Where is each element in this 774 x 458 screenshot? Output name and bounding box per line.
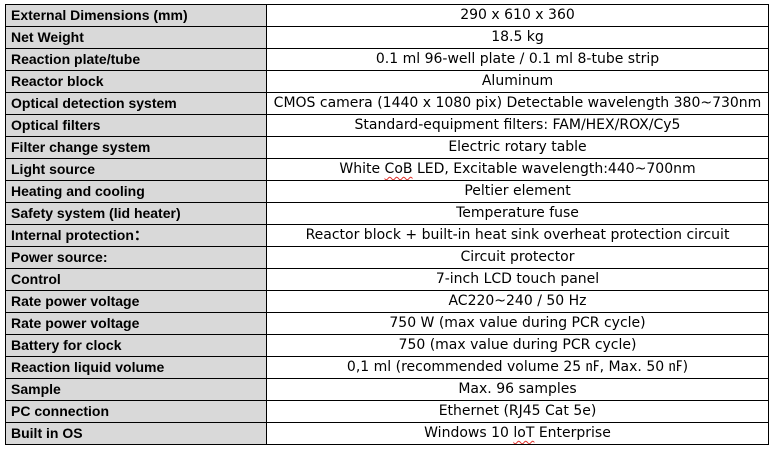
- row-label: Optical filters: [5, 114, 267, 137]
- row-value: 750 (max value during PCR cycle): [266, 334, 769, 357]
- table-row: Filter change system Electric rotary tab…: [5, 136, 769, 159]
- row-label: Reactor block: [5, 70, 267, 93]
- table-row: PC connection Ethernet (RJ45 Cat 5e): [5, 400, 769, 423]
- row-label: Optical detection system: [5, 92, 267, 115]
- row-value: 750 W (max value during PCR cycle): [266, 312, 769, 335]
- table-row: Reaction plate/tube 0.1 ml 96-well plate…: [5, 48, 769, 71]
- table-row: Built in OS Windows 10 loT Enterprise: [5, 422, 769, 445]
- table-row: Reactor block Aluminum: [5, 70, 769, 93]
- row-label: Filter change system: [5, 136, 267, 159]
- row-value: Reactor block + built-in heat sink overh…: [266, 224, 769, 247]
- row-label: Rate power voltage: [5, 290, 267, 313]
- table-row: Optical filters Standard-equipment filte…: [5, 114, 769, 137]
- value-text: White: [339, 161, 385, 177]
- row-value: Electric rotary table: [266, 136, 769, 159]
- table-row: Rate power voltage AC220~240 / 50 Hz: [5, 290, 769, 313]
- table-row: Net Weight 18.5 kg: [5, 26, 769, 49]
- table-row: Sample Max. 96 samples: [5, 378, 769, 401]
- table-row: Rate power voltage 750 W (max value duri…: [5, 312, 769, 335]
- row-value: Aluminum: [266, 70, 769, 93]
- table-row: Battery for clock 750 (max value during …: [5, 334, 769, 357]
- table-row: Optical detection system CMOS camera (14…: [5, 92, 769, 115]
- table-row: Heating and cooling Peltier element: [5, 180, 769, 203]
- row-value: Max. 96 samples: [266, 378, 769, 401]
- row-value: Ethernet (RJ45 Cat 5e): [266, 400, 769, 423]
- value-text: Enterprise: [534, 425, 611, 441]
- specifications-table: External Dimensions (mm) 290 x 610 x 360…: [5, 4, 769, 445]
- row-value: Standard-equipment filters: FAM/HEX/ROX/…: [266, 114, 769, 137]
- row-label: Internal protection：: [5, 224, 267, 247]
- row-label: Battery for clock: [5, 334, 267, 357]
- row-value: Windows 10 loT Enterprise: [266, 422, 769, 445]
- table-row: Internal protection： Reactor block + bui…: [5, 224, 769, 247]
- row-label: Heating and cooling: [5, 180, 267, 203]
- row-value: 0.1 ml 96-well plate / 0.1 ml 8-tube str…: [266, 48, 769, 71]
- row-value: 290 x 610 x 360: [266, 4, 769, 27]
- table-row: Reaction liquid volume 0,1 ml (recommend…: [5, 356, 769, 379]
- row-value: White CoB LED, Excitable wavelength:440~…: [266, 158, 769, 181]
- row-label: Net Weight: [5, 26, 267, 49]
- row-label: Reaction liquid volume: [5, 356, 267, 379]
- row-label: Power source:: [5, 246, 267, 269]
- row-label: Sample: [5, 378, 267, 401]
- row-label: Control: [5, 268, 267, 291]
- row-value: 0,1 ml (recommended volume 25 ㎋, Max. 50…: [266, 356, 769, 379]
- row-label: Light source: [5, 158, 267, 181]
- row-label: Built in OS: [5, 422, 267, 445]
- table-row: Power source: Circuit protector: [5, 246, 769, 269]
- value-text: Windows 10: [424, 425, 514, 441]
- row-value: 18.5 kg: [266, 26, 769, 49]
- table-row: Light source White CoB LED, Excitable wa…: [5, 158, 769, 181]
- row-label: External Dimensions (mm): [5, 4, 267, 27]
- row-value: AC220~240 / 50 Hz: [266, 290, 769, 313]
- spellcheck-flagged-word: CoB: [384, 161, 413, 177]
- spec-table-container: External Dimensions (mm) 290 x 610 x 360…: [5, 4, 769, 445]
- table-row: External Dimensions (mm) 290 x 610 x 360: [5, 4, 769, 27]
- row-value: 7-inch LCD touch panel: [266, 268, 769, 291]
- row-label: Rate power voltage: [5, 312, 267, 335]
- row-value: Temperature fuse: [266, 202, 769, 225]
- row-value: Peltier element: [266, 180, 769, 203]
- row-value: Circuit protector: [266, 246, 769, 269]
- row-label: PC connection: [5, 400, 267, 423]
- row-label: Reaction plate/tube: [5, 48, 267, 71]
- table-row: Control 7-inch LCD touch panel: [5, 268, 769, 291]
- table-row: Safety system (lid heater) Temperature f…: [5, 202, 769, 225]
- row-value: CMOS camera (1440 x 1080 pix) Detectable…: [266, 92, 769, 115]
- spellcheck-flagged-word: loT: [513, 425, 535, 441]
- row-label: Safety system (lid heater): [5, 202, 267, 225]
- value-text: LED, Excitable wavelength:440~700nm: [412, 161, 696, 177]
